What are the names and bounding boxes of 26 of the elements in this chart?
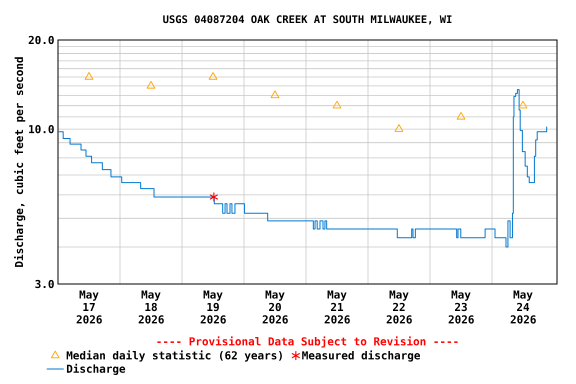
x-tick-label: May 17 2026 bbox=[76, 290, 102, 324]
legend-label: Discharge bbox=[66, 364, 126, 375]
y-tick-label: 3.0 bbox=[35, 280, 54, 288]
x-tick-label: May 20 2026 bbox=[262, 290, 288, 324]
point bbox=[456, 112, 466, 120]
point bbox=[209, 192, 218, 202]
legend-label: Median daily statistic (62 years) bbox=[66, 350, 282, 362]
point bbox=[84, 72, 94, 80]
point bbox=[332, 100, 342, 108]
point bbox=[146, 80, 156, 89]
point bbox=[208, 72, 218, 80]
x-tick-label: May 18 2026 bbox=[138, 290, 164, 324]
y-axis-title: Discharge, cubic feet per second bbox=[14, 57, 26, 267]
point bbox=[518, 100, 528, 108]
chart-title: USGS 04087204 OAK CREEK AT SOUTH MILWAUKEE, WI bbox=[163, 15, 452, 25]
y-tick-label: 20.0 bbox=[28, 36, 54, 44]
x-tick-label: May 22 2026 bbox=[386, 290, 412, 324]
text: ---- Provisional Data Subject to Revision ---- bbox=[157, 336, 458, 348]
x-tick-label: May 21 2026 bbox=[324, 290, 350, 324]
point bbox=[270, 90, 280, 98]
point bbox=[394, 124, 404, 132]
x-tick-label: May 24 2026 bbox=[510, 290, 536, 324]
y-tick-label: 10.0 bbox=[29, 125, 54, 134]
x-tick-label: May 23 2026 bbox=[448, 290, 474, 324]
legend-label: Measured discharge bbox=[302, 350, 420, 362]
x-tick-label: May 19 2026 bbox=[200, 290, 226, 324]
